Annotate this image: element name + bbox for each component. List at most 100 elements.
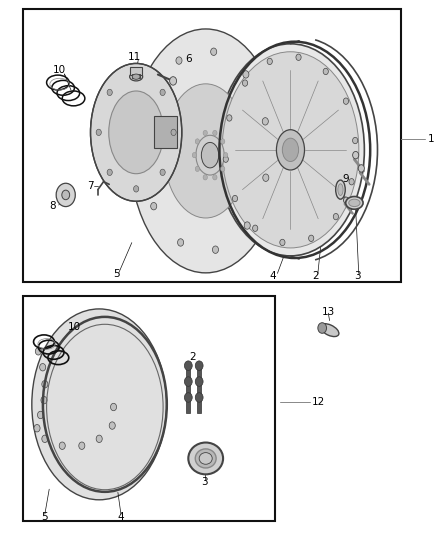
Polygon shape bbox=[197, 366, 201, 382]
Ellipse shape bbox=[283, 138, 299, 161]
Text: 12: 12 bbox=[312, 397, 325, 407]
Circle shape bbox=[151, 203, 157, 210]
Circle shape bbox=[296, 54, 301, 60]
Polygon shape bbox=[23, 10, 401, 282]
Circle shape bbox=[343, 197, 349, 204]
Circle shape bbox=[107, 169, 112, 175]
Circle shape bbox=[160, 169, 165, 175]
Circle shape bbox=[34, 424, 40, 432]
Ellipse shape bbox=[349, 199, 360, 207]
Circle shape bbox=[96, 435, 102, 442]
Circle shape bbox=[253, 225, 258, 231]
Polygon shape bbox=[186, 366, 191, 382]
Circle shape bbox=[227, 115, 232, 121]
Ellipse shape bbox=[338, 184, 343, 196]
Circle shape bbox=[203, 175, 207, 180]
Circle shape bbox=[280, 239, 285, 246]
Circle shape bbox=[38, 411, 43, 419]
Text: 11: 11 bbox=[127, 52, 141, 62]
Text: 2: 2 bbox=[189, 352, 196, 361]
Circle shape bbox=[59, 442, 65, 449]
Text: 1: 1 bbox=[428, 134, 435, 144]
Ellipse shape bbox=[130, 72, 143, 81]
Bar bbox=[154, 116, 177, 148]
Ellipse shape bbox=[320, 324, 339, 336]
Circle shape bbox=[309, 235, 314, 241]
Circle shape bbox=[96, 129, 101, 135]
Ellipse shape bbox=[164, 84, 247, 218]
Circle shape bbox=[333, 213, 339, 220]
Circle shape bbox=[171, 129, 176, 135]
Circle shape bbox=[109, 422, 115, 429]
Circle shape bbox=[160, 89, 165, 95]
Circle shape bbox=[323, 68, 328, 75]
Circle shape bbox=[176, 57, 182, 64]
Circle shape bbox=[343, 98, 349, 104]
Circle shape bbox=[263, 174, 269, 181]
Text: 4: 4 bbox=[118, 512, 124, 522]
Text: 5: 5 bbox=[42, 512, 48, 522]
Circle shape bbox=[213, 175, 217, 180]
Circle shape bbox=[134, 72, 139, 79]
Text: 3: 3 bbox=[354, 271, 361, 281]
Polygon shape bbox=[132, 74, 141, 78]
Polygon shape bbox=[197, 382, 201, 398]
Circle shape bbox=[41, 397, 47, 404]
Circle shape bbox=[195, 166, 200, 172]
Ellipse shape bbox=[130, 29, 282, 273]
Circle shape bbox=[353, 138, 358, 144]
Text: 10: 10 bbox=[53, 66, 66, 75]
Ellipse shape bbox=[91, 63, 182, 201]
Circle shape bbox=[184, 377, 192, 386]
Circle shape bbox=[349, 179, 354, 185]
Ellipse shape bbox=[201, 142, 219, 168]
Circle shape bbox=[233, 196, 237, 201]
Circle shape bbox=[213, 130, 217, 135]
Circle shape bbox=[192, 152, 197, 158]
Ellipse shape bbox=[276, 130, 304, 170]
Ellipse shape bbox=[216, 44, 364, 256]
Circle shape bbox=[42, 381, 48, 388]
Circle shape bbox=[79, 442, 85, 449]
Circle shape bbox=[42, 435, 48, 442]
Text: 2: 2 bbox=[312, 271, 318, 281]
Circle shape bbox=[267, 58, 272, 64]
Circle shape bbox=[110, 403, 117, 411]
Ellipse shape bbox=[109, 91, 163, 174]
Ellipse shape bbox=[336, 180, 345, 199]
Text: 13: 13 bbox=[321, 306, 335, 317]
Ellipse shape bbox=[196, 135, 224, 175]
Ellipse shape bbox=[195, 449, 216, 468]
Circle shape bbox=[150, 94, 156, 102]
Text: 9: 9 bbox=[343, 174, 350, 184]
Ellipse shape bbox=[132, 74, 140, 79]
Polygon shape bbox=[186, 398, 191, 414]
Circle shape bbox=[195, 393, 203, 402]
Polygon shape bbox=[23, 296, 275, 521]
Circle shape bbox=[243, 80, 247, 86]
Circle shape bbox=[40, 364, 46, 371]
Circle shape bbox=[56, 183, 75, 207]
Ellipse shape bbox=[222, 52, 359, 248]
Circle shape bbox=[318, 322, 327, 333]
Ellipse shape bbox=[346, 197, 363, 209]
Circle shape bbox=[203, 130, 207, 135]
Polygon shape bbox=[186, 382, 191, 398]
Circle shape bbox=[212, 246, 219, 253]
Circle shape bbox=[262, 118, 268, 125]
Circle shape bbox=[353, 151, 359, 159]
Circle shape bbox=[107, 89, 112, 95]
Text: 3: 3 bbox=[201, 477, 208, 487]
Circle shape bbox=[195, 377, 203, 386]
Circle shape bbox=[134, 185, 139, 192]
Circle shape bbox=[140, 149, 146, 156]
Text: 10: 10 bbox=[68, 322, 81, 332]
Circle shape bbox=[211, 48, 217, 55]
Polygon shape bbox=[130, 67, 142, 75]
Circle shape bbox=[184, 393, 192, 402]
Polygon shape bbox=[197, 398, 201, 414]
Circle shape bbox=[243, 71, 249, 78]
Text: 6: 6 bbox=[185, 54, 192, 63]
Circle shape bbox=[35, 348, 41, 355]
Text: 7: 7 bbox=[87, 181, 94, 191]
